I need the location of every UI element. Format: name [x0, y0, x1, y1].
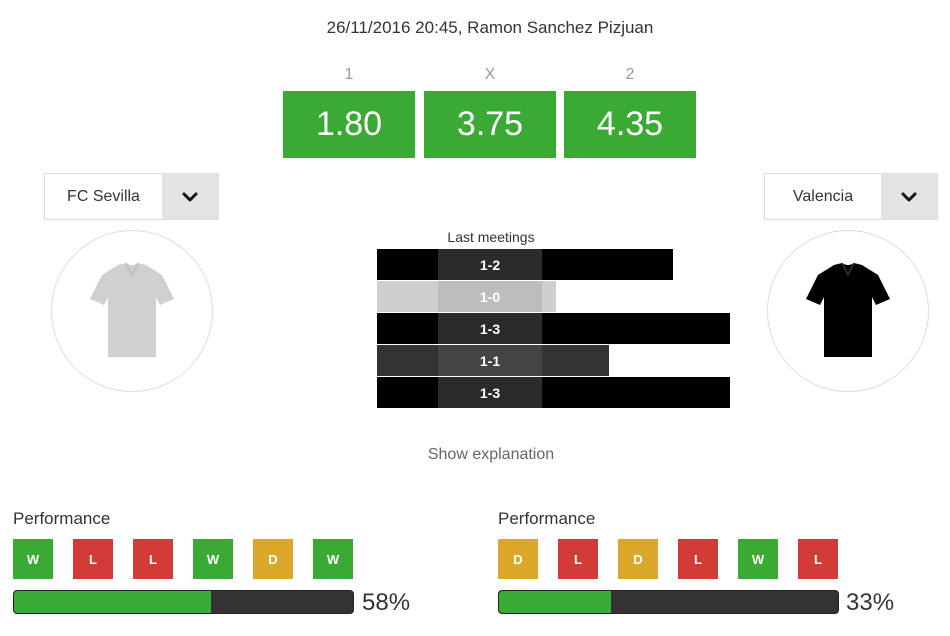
- away-form-badge: D: [618, 539, 658, 579]
- away-form-badge: L: [558, 539, 598, 579]
- home-form-badge: L: [73, 539, 113, 579]
- away-team-select[interactable]: Valencia: [764, 173, 938, 220]
- meeting-score: 1-0: [438, 281, 542, 312]
- home-team-name: FC Sevilla: [67, 187, 140, 205]
- home-performance-fill: [14, 591, 211, 613]
- show-explanation-link[interactable]: Show explanation: [427, 446, 555, 463]
- odd-button-home[interactable]: 1.80: [283, 91, 415, 158]
- away-team-name: Valencia: [792, 187, 854, 205]
- meeting-score: 1-2: [438, 249, 542, 280]
- home-performance-bar: [13, 590, 354, 614]
- meeting-bar: [377, 377, 730, 408]
- meeting-score: 1-3: [438, 313, 542, 344]
- away-jersey-icon: [806, 262, 890, 357]
- odd-label-home: 1: [344, 66, 354, 83]
- meeting-score: 1-1: [438, 345, 542, 376]
- odd-label-draw: X: [484, 66, 496, 83]
- home-form-badge: W: [13, 539, 53, 579]
- chevron-down-icon[interactable]: [881, 174, 937, 219]
- odd-button-draw[interactable]: 3.75: [424, 91, 556, 158]
- home-form-badge: L: [133, 539, 173, 579]
- meeting-bar: [377, 313, 730, 344]
- away-form-badge: L: [678, 539, 718, 579]
- away-performance-title: Performance: [498, 509, 596, 528]
- home-performance-title: Performance: [13, 509, 111, 528]
- odd-button-away[interactable]: 4.35: [564, 91, 696, 158]
- home-form-badge: D: [253, 539, 293, 579]
- away-form-badge: D: [498, 539, 538, 579]
- home-performance-percent: 58%: [362, 589, 411, 616]
- home-jersey-icon: [90, 262, 174, 357]
- away-performance-fill: [499, 591, 611, 613]
- away-form-badge: W: [738, 539, 778, 579]
- home-team-select[interactable]: FC Sevilla: [44, 173, 219, 220]
- home-jersey-circle: [51, 230, 213, 392]
- match-info: 26/11/2016 20:45, Ramon Sanchez Pizjuan: [326, 18, 654, 37]
- odd-label-away: 2: [625, 66, 635, 83]
- chevron-down-icon[interactable]: [162, 174, 218, 219]
- home-form-badge: W: [313, 539, 353, 579]
- away-form-badge: L: [798, 539, 838, 579]
- away-jersey-circle: [767, 230, 929, 392]
- last-meetings-title: Last meetings: [447, 229, 535, 245]
- away-performance-bar: [498, 590, 839, 614]
- home-form-badge: W: [193, 539, 233, 579]
- away-performance-percent: 33%: [846, 589, 895, 616]
- meeting-score: 1-3: [438, 377, 542, 408]
